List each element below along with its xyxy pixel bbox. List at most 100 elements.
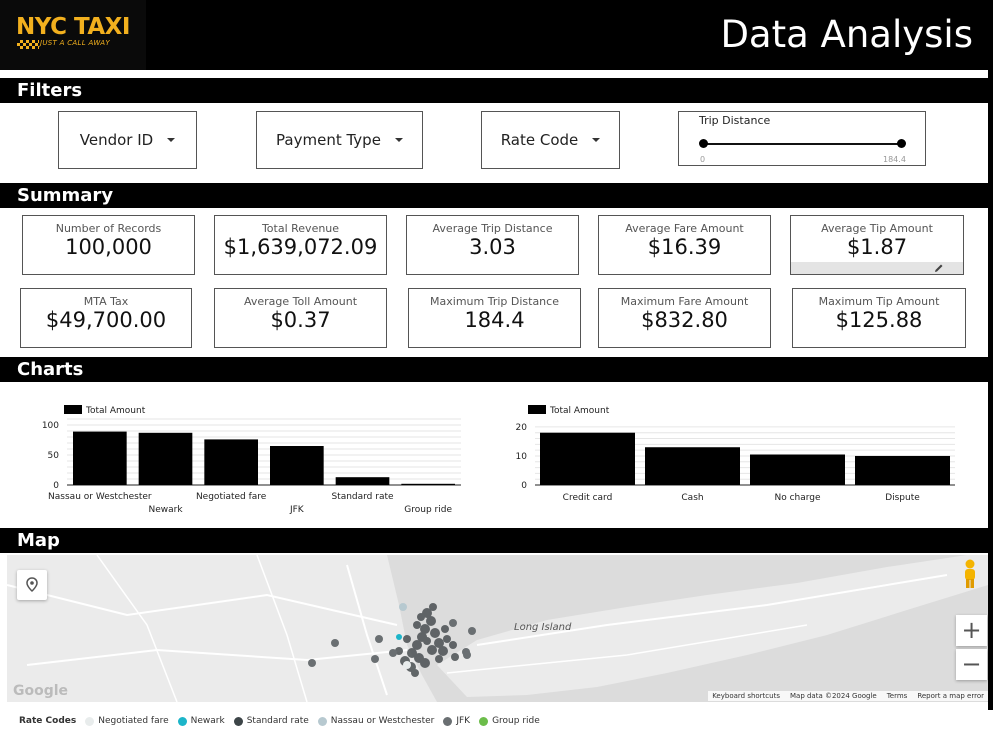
slider-min-handle[interactable]: [699, 139, 708, 148]
keyboard-shortcuts-link[interactable]: Keyboard shortcuts: [712, 692, 780, 700]
dropdown-label: Vendor ID: [79, 131, 154, 149]
x-tick-label: No charge: [774, 493, 821, 503]
legend-item[interactable]: JFK: [443, 716, 470, 726]
bar[interactable]: [645, 447, 740, 485]
terms-link[interactable]: Terms: [886, 692, 908, 700]
metric-value: $0.37: [270, 308, 331, 332]
pencil-icon[interactable]: [933, 262, 945, 274]
x-tick-label: Newark: [148, 505, 183, 515]
vendor-id-dropdown[interactable]: Vendor ID: [58, 111, 197, 169]
legend-label: Nassau or Westchester: [330, 716, 435, 726]
legend-label: Negotiated fare: [98, 716, 169, 726]
y-tick-label: 20: [516, 423, 528, 433]
chart-legend: Total Amount: [64, 405, 146, 416]
y-tick-label: 0: [521, 481, 527, 491]
zoom-in-button[interactable]: +: [956, 615, 987, 646]
metric-value: $832.80: [641, 308, 728, 332]
metric-value: $1,639,072.09: [223, 235, 378, 259]
legend-label: Newark: [190, 716, 225, 726]
zoom-out-button[interactable]: −: [956, 649, 987, 680]
slider-label: Trip Distance: [699, 114, 771, 127]
legend-dot: [317, 716, 327, 726]
bar[interactable]: [270, 446, 324, 485]
right-border: [988, 70, 993, 710]
street-view-pegman-icon[interactable]: [957, 558, 983, 590]
legend-item[interactable]: Negotiated fare: [85, 716, 169, 726]
rate-code-bar-chart: Total Amount 0 50 100 Nassau or Westchester N…: [42, 405, 461, 515]
bar[interactable]: [540, 432, 635, 485]
logo-text: NYC TAXI: [16, 14, 130, 40]
bar[interactable]: [855, 455, 950, 485]
caret-down-icon: [394, 138, 403, 142]
metric-card-avg-tip[interactable]: Average Tip Amount $1.87: [790, 215, 964, 275]
trip-distance-slider: Trip Distance 0 184.4: [678, 111, 926, 166]
card-hover-bar: [791, 262, 963, 274]
y-tick-label: 100: [42, 421, 59, 431]
bar[interactable]: [335, 477, 390, 485]
y-tick-label: 0: [53, 481, 59, 491]
bar[interactable]: [204, 439, 258, 485]
legend-title: Rate Codes: [19, 716, 77, 726]
nyc-taxi-logo: NYC TAXI JUST A CALL AWAY: [0, 0, 146, 70]
metric-label: Average Tip Amount: [821, 222, 933, 235]
metric-card-max-trip-distance: Maximum Trip Distance 184.4: [408, 288, 581, 348]
metric-card-total-revenue: Total Revenue $1,639,072.09: [214, 215, 387, 275]
map-canvas[interactable]: Long Island + − Google Keyboard shortcut…: [7, 555, 988, 702]
metric-card-avg-trip-distance: Average Trip Distance 3.03: [406, 215, 579, 275]
legend-dot: [85, 716, 95, 726]
metric-card-records: Number of Records 100,000: [22, 215, 195, 275]
x-tick-label: Group ride: [404, 505, 452, 515]
metric-card-avg-toll: Average Toll Amount $0.37: [214, 288, 387, 348]
legend-label: Group ride: [492, 716, 540, 726]
legend-dot: [443, 716, 453, 726]
legend-item[interactable]: Group ride: [479, 716, 540, 726]
bar[interactable]: [401, 483, 455, 485]
bar[interactable]: [73, 431, 127, 485]
metric-card-avg-fare: Average Fare Amount $16.39: [598, 215, 771, 275]
x-tick-label: Negotiated fare: [196, 492, 267, 502]
logo-tagline: JUST A CALL AWAY: [40, 39, 110, 47]
filters-section-title: Filters: [0, 78, 993, 103]
metric-label: Maximum Fare Amount: [620, 295, 749, 308]
slider-track[interactable]: [702, 143, 902, 145]
header-bar: [0, 0, 993, 70]
legend-dot: [177, 716, 187, 726]
legend-label: Total Amount: [549, 406, 610, 416]
legend-swatch: [528, 405, 546, 414]
x-tick-label: Standard rate: [331, 492, 394, 502]
x-tick-label: JFK: [289, 505, 305, 515]
bar[interactable]: [138, 432, 193, 485]
metric-label: Average Toll Amount: [243, 295, 358, 308]
metric-label: Average Fare Amount: [625, 222, 744, 235]
legend-label: Standard rate: [246, 716, 309, 726]
metric-card-max-fare: Maximum Fare Amount $832.80: [598, 288, 771, 348]
y-tick-label: 10: [516, 452, 528, 462]
legend-item[interactable]: Nassau or Westchester: [317, 716, 435, 726]
legend-item[interactable]: Standard rate: [233, 716, 309, 726]
legend-dot: [479, 716, 489, 726]
bar[interactable]: [750, 454, 845, 486]
caret-down-icon: [592, 138, 601, 142]
metric-label: MTA Tax: [83, 295, 129, 308]
legend-label: Total Amount: [85, 406, 146, 416]
metric-label: Maximum Tip Amount: [818, 295, 940, 308]
caret-down-icon: [167, 138, 176, 142]
legend-item[interactable]: Newark: [177, 716, 225, 726]
map-location-button[interactable]: [17, 570, 47, 600]
payment-type-dropdown[interactable]: Payment Type: [256, 111, 423, 169]
metric-label: Average Trip Distance: [432, 222, 553, 235]
slider-max-handle[interactable]: [897, 139, 906, 148]
x-tick-label: Credit card: [563, 493, 613, 503]
legend-label: JFK: [456, 716, 471, 726]
map-terrain: [7, 555, 988, 702]
map-legend: Rate Codes Negotiated fare Newark Standa…: [19, 714, 540, 728]
summary-section-title: Summary: [0, 183, 993, 208]
report-error-link[interactable]: Report a map error: [917, 692, 984, 700]
map-data-text: Map data ©2024 Google: [789, 692, 877, 700]
metric-card-mta-tax: MTA Tax $49,700.00: [20, 288, 192, 348]
rate-code-dropdown[interactable]: Rate Code: [481, 111, 620, 169]
legend-dot: [233, 716, 243, 726]
metric-value: $49,700.00: [45, 308, 167, 332]
metric-label: Maximum Trip Distance: [430, 295, 559, 308]
metric-value: $1.87: [846, 235, 908, 259]
